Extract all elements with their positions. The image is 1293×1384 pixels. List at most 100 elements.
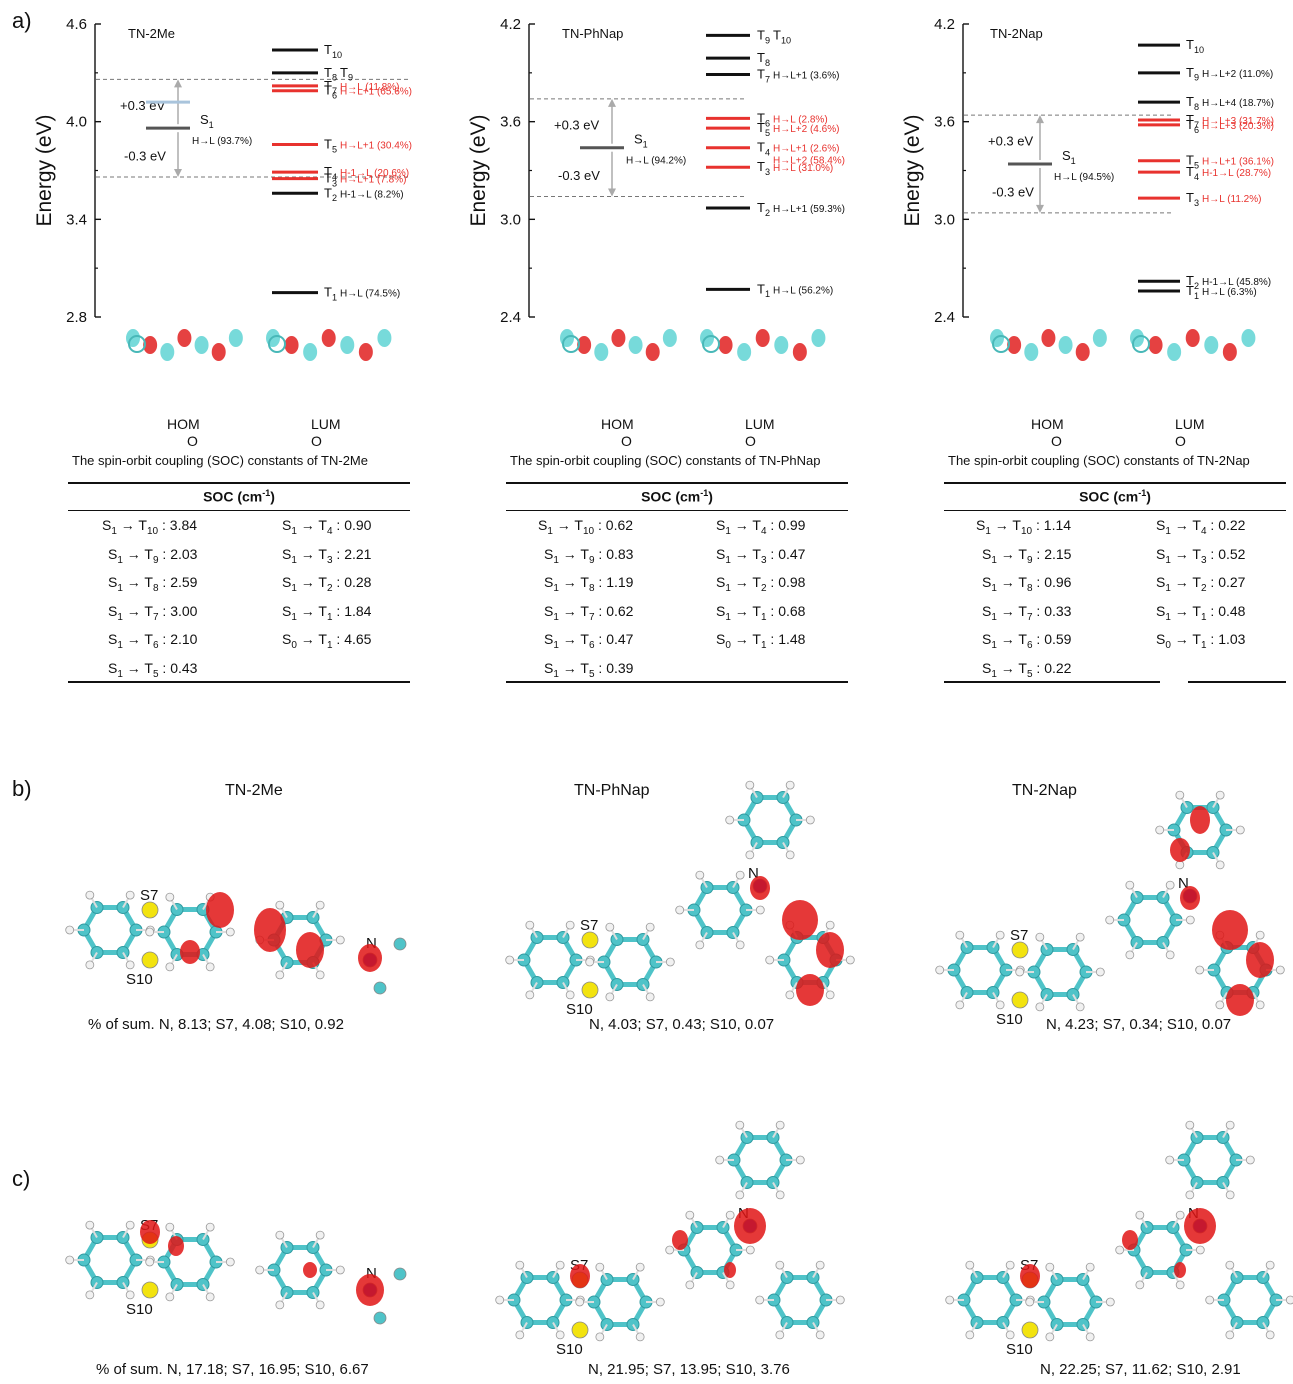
triplet-label: T1 [757,281,770,299]
s7-label: S7 [140,887,158,904]
hydrogen-atom [1115,1245,1125,1255]
spin-density-lobe [1246,942,1274,978]
homo-label-o: O [187,433,198,449]
hydrogen-atom [525,920,535,930]
hydrogen-atom [665,957,675,967]
soc-cell: S0 → T1 : 1.48 [716,631,806,651]
hydrogen-atom [125,1220,135,1230]
window-up-label: +0.3 eV [988,134,1034,149]
hydrogen-atom [655,1297,665,1307]
sulfur-atom-s10 [1021,1321,1039,1339]
hydrogen-atom [765,955,775,965]
homo-label-o: O [621,433,632,449]
hydrogen-atom [825,920,835,930]
triplet-label: T2 [324,185,337,203]
hydrogen-atom [205,1222,215,1232]
hydrogen-atom [795,1155,805,1165]
sulfur-atom-s10 [581,981,599,999]
hydrogen-atom [695,940,705,950]
carbon-atom [626,1318,640,1332]
hydrogen-atom [735,940,745,950]
carbon-atom [1050,1318,1064,1332]
soc-cell: S1 → T7 : 0.33 [982,602,1072,623]
carbon-atom [766,1130,780,1144]
hydrogen-atom [555,1260,565,1270]
s7-label: S7 [1010,927,1028,944]
hydrogen-atom [1165,1155,1175,1165]
spin-density-lobe [1212,910,1248,950]
triplet-contribution: H→L (2.8%) [773,114,828,125]
hydrogen-atom [1225,1190,1235,1200]
spin-density-lobe [1190,806,1210,834]
soc-cell: S1 → T5 : 0.43 [108,659,198,680]
window-up-label: +0.3 eV [120,98,166,113]
methyl-carbon [393,1267,407,1281]
hydrogen-atom [735,870,745,880]
spin-density-caption-c-tn-phnap: N, 21.95; S7, 13.95; S10, 3.76 [588,1361,790,1378]
orbital-lobe [194,336,209,354]
orbital-lobe [228,329,243,347]
table-rule [1188,681,1286,683]
spin-density-caption-tn-2nap: N, 4.23; S7, 0.34; S10, 0.07 [1046,1016,1232,1033]
triplet-contribution: H→L+1 (36.1%) [1202,157,1274,168]
soc-cell: S1 → T8 : 1.19 [544,574,634,594]
spin-density-caption-tn-2me: % of sum. N, 8.13; S7, 4.08; S10, 0.92 [88,1016,344,1033]
soc-caption: The spin-orbit coupling (SOC) constants … [948,454,1250,468]
hydrogen-atom [825,990,835,1000]
triplet-contribution: H-1→L (8.2%) [340,189,404,200]
triplet-label: T6 [757,110,770,128]
hydrogen-atom [995,930,1005,940]
soc-cell: S1 → T7 : 3.00 [108,602,198,623]
carbon-atom [970,1270,984,1284]
homo-label: HOM [167,416,200,432]
hydrogen-atom [695,870,705,880]
spin-density-lobe [782,900,818,940]
carbon-atom [196,1278,210,1292]
hydrogen-atom [1165,880,1175,890]
carbon-atom [306,1240,320,1254]
orbital-lobe [645,343,660,361]
s1-label: S1 [1062,148,1076,166]
triplet-label: T4 [757,140,770,158]
hydrogen-atom [995,1000,1005,1010]
y-axis-label: Energy (eV) [467,114,490,226]
carbon-atom [170,1278,184,1292]
hydrogen-atom [515,1330,525,1340]
hydrogen-atom [1225,1260,1235,1270]
hydrogen-atom [1265,1330,1275,1340]
hydrogen-atom [565,920,575,930]
hydrogen-atom [785,780,795,790]
triplet-contribution: H→L (74.5%) [340,289,400,300]
table-rule [944,510,1286,511]
triplet-contribution: H-1→L (20.6%) [340,168,409,179]
carbon-atom [1076,1272,1090,1286]
hydrogen-atom [85,1220,95,1230]
ring-bond [992,335,1010,353]
y-tick-label: 4.6 [66,16,87,33]
orbital-lobe [1167,343,1182,361]
mol-title-tn-phnap: TN-PhNap [574,782,650,799]
n-label: N [748,865,759,882]
hydrogen-atom [1045,1332,1055,1342]
triplet-contribution: H→L+2 (11.0%) [1202,69,1273,80]
hydrogen-atom [645,992,655,1002]
hydrogen-atom [225,927,235,937]
carbon-atom [116,1230,130,1244]
table-rule [68,482,410,484]
hydrogen-atom [575,1297,585,1307]
carbon-atom [1256,1316,1270,1330]
carbon-atom [780,1270,794,1284]
hydrogen-atom [815,1260,825,1270]
hydrogen-atom [815,1330,825,1340]
orbital-lobe [377,329,392,347]
hydrogen-atom [1175,1210,1185,1220]
energy-chart-1: 4.2 3.6 3.0 2.4 Energy (eV) TN-PhNap +0.3 eV -0… [467,16,845,449]
sulfur-atom-s7 [141,901,159,919]
orbital-lobe [1148,336,1163,354]
sulfur-atom-s10 [141,1281,159,1299]
orbital-lobe [1058,336,1073,354]
carbon-atom [806,1270,820,1284]
carbon-atom [306,1286,320,1300]
y-axis-label: Energy (eV) [901,114,924,226]
hydrogen-atom [1075,1002,1085,1012]
